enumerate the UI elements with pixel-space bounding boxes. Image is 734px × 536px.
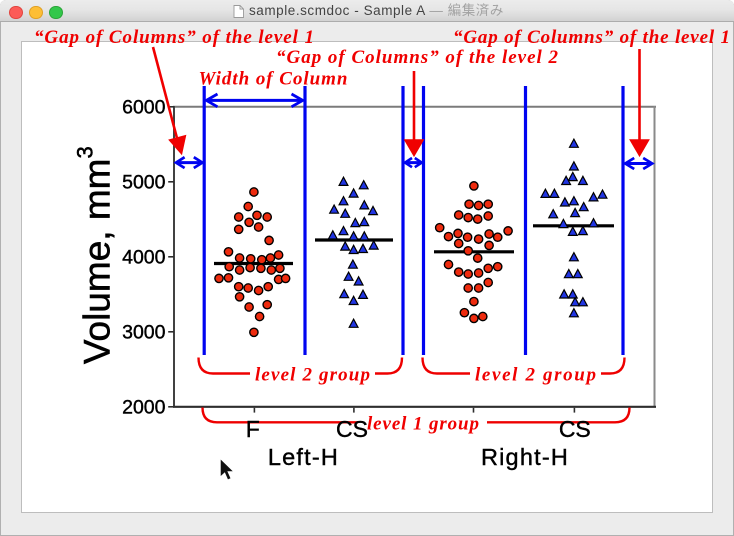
svg-text:2000: 2000	[122, 396, 166, 418]
svg-text:level 2 group: level 2 group	[475, 365, 596, 386]
svg-text:“Gap of Columns” of the level: “Gap of Columns” of the level 2	[276, 47, 559, 68]
svg-text:6000: 6000	[122, 96, 166, 118]
svg-text:Volume, mm3: Volume, mm3	[73, 146, 118, 364]
svg-text:Right-H: Right-H	[481, 444, 569, 470]
svg-text:4000: 4000	[122, 246, 166, 268]
svg-text:CS: CS	[336, 416, 368, 442]
svg-text:3000: 3000	[122, 321, 166, 343]
svg-text:“Gap of Columns” of the level: “Gap of Columns” of the level 1	[34, 27, 314, 48]
svg-text:5000: 5000	[122, 171, 166, 193]
svg-text:level 2 group: level 2 group	[255, 365, 370, 386]
svg-text:Width of Column: Width of Column	[199, 68, 348, 89]
svg-text:level 1 group: level 1 group	[367, 413, 479, 434]
svg-text:CS: CS	[559, 416, 591, 442]
svg-text:Left-H: Left-H	[268, 444, 339, 470]
svg-text:“Gap of Columns” of the level: “Gap of Columns” of the level 1	[453, 27, 730, 48]
svg-text:F: F	[246, 416, 260, 442]
